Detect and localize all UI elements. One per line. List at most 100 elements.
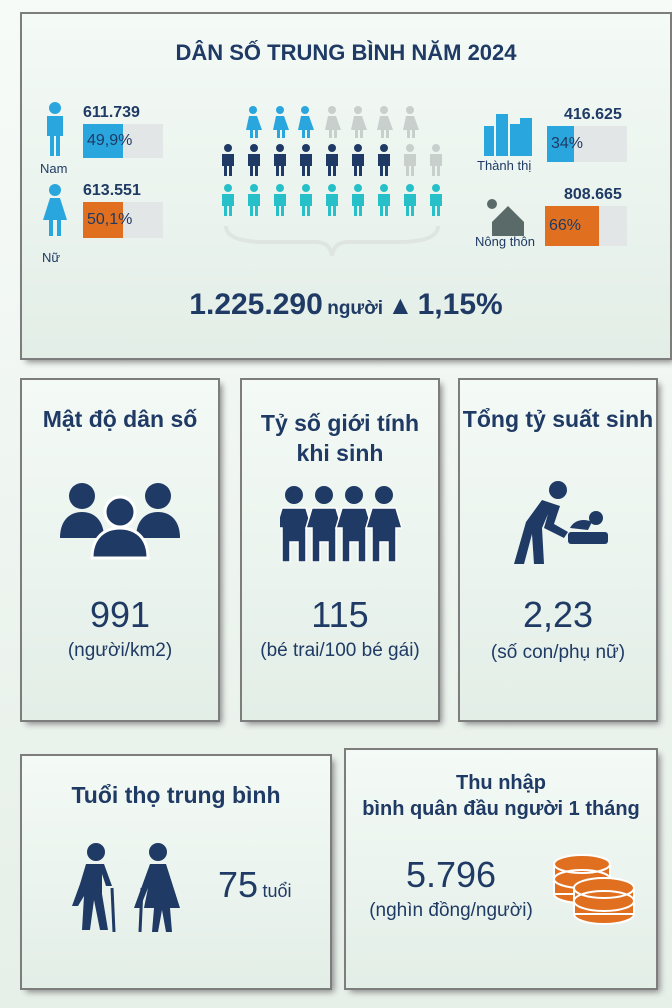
icon-part: [380, 106, 388, 114]
icon-part: [352, 154, 364, 176]
card-unit: tuổi: [262, 881, 292, 901]
icon-part: [276, 106, 284, 114]
icon-part: [315, 486, 333, 504]
icon-part: [224, 144, 232, 152]
rural-value: 808.665: [564, 186, 622, 203]
icon-part: [430, 154, 442, 176]
icon-part: [378, 154, 390, 176]
card-income: Thu nhập bình quân đầu người 1 tháng 5.7…: [346, 750, 656, 988]
icon-part: [380, 184, 388, 192]
card-value: 115: [311, 594, 369, 635]
children-icon: [280, 486, 402, 562]
icon-part: [352, 194, 364, 216]
icon-part: [248, 194, 260, 216]
icon-part: [246, 116, 262, 138]
icon-part: [354, 184, 362, 192]
icon-part: [406, 184, 414, 192]
card-value: 5.796: [405, 854, 497, 895]
card-title: khi sinh: [296, 440, 384, 466]
elderly-icon: [72, 843, 180, 932]
icon-part: [300, 154, 312, 176]
female-share: [83, 202, 124, 238]
icon-part: [276, 144, 284, 152]
icon-part: [222, 154, 234, 176]
card-title: Thu nhập: [456, 772, 546, 794]
card-unit: (nghìn đồng/người): [369, 900, 533, 921]
icon-part: [328, 184, 336, 192]
icon-part: [248, 154, 260, 176]
icon-part: [325, 116, 341, 138]
card-density: Mật độ dân số 991 (người/km2): [22, 380, 218, 720]
icon-part: [354, 144, 362, 152]
icon-part: [334, 507, 374, 562]
icon-part: [326, 154, 338, 176]
card-value: 991: [89, 594, 151, 635]
rural-bar: 66%: [545, 206, 627, 246]
rural-label: Nông thôn: [475, 234, 535, 249]
female-bar: 50,1%: [83, 202, 163, 238]
icon-part: [364, 507, 402, 562]
icon-part: [285, 486, 303, 504]
card-unit: (bé trai/100 bé gái): [260, 640, 420, 661]
icon-part: [487, 199, 497, 209]
parent-icon: [514, 481, 608, 564]
icon-part: [49, 184, 61, 196]
icon-part: [404, 194, 416, 216]
icon-part: [224, 225, 440, 257]
life-value: 75 tuổi: [218, 864, 292, 906]
rural-share-label: 66%: [549, 217, 582, 234]
icon-part: [430, 194, 442, 216]
icon-part: [328, 144, 336, 152]
urban-bar: 34%: [547, 126, 627, 162]
urban-value: 416.625: [564, 106, 622, 123]
icon-part: [432, 144, 440, 152]
icon-part: [280, 507, 314, 562]
card-title: Mật độ dân số: [42, 406, 198, 432]
icon-part: [224, 184, 232, 192]
icon-part: [510, 124, 520, 156]
icon-part: [298, 116, 314, 138]
icon-part: [432, 184, 440, 192]
male-bar: 49,9%: [83, 124, 163, 158]
card-unit: (số con/phụ nữ): [490, 642, 626, 663]
icon-part: [354, 106, 362, 114]
female-value: 613.551: [83, 182, 141, 199]
card-title: Tuổi thọ trung bình: [71, 782, 281, 808]
card-title: Tổng tỷ suất sinh: [462, 406, 654, 432]
urban-share-label: 34%: [551, 135, 584, 152]
icon-part: [304, 507, 344, 562]
female-label: Nữ: [42, 250, 61, 265]
total-unit: người: [327, 298, 383, 319]
icon-part: [404, 154, 416, 176]
icon-part: [326, 194, 338, 216]
rural-share: [545, 206, 600, 246]
card-unit: (người/km2): [67, 640, 173, 661]
icon-part: [301, 106, 309, 114]
card-value: 2,23: [522, 594, 594, 635]
card-title: bình quân đầu người 1 tháng: [362, 798, 640, 820]
population-panel: DÂN SỐ TRUNG BÌNH NĂM 2024 Nam 611.739 4…: [22, 14, 670, 358]
coins-icon: [553, 854, 635, 925]
card-life-expectancy: Tuổi thọ trung bình 75 tuổi: [22, 756, 330, 988]
icon-part: [249, 106, 257, 114]
icon-part: [274, 194, 286, 216]
icon-part: [276, 184, 284, 192]
card-sex-ratio: Tỷ số giới tính khi sinh 115 (bé trai/10…: [242, 380, 438, 720]
icon-part: [345, 486, 363, 504]
icon-part: [492, 206, 524, 236]
icon-part: [484, 126, 494, 156]
title: DÂN SỐ TRUNG BÌNH NĂM 2024: [175, 40, 517, 65]
people-icons: [43, 102, 532, 257]
icon-part: [250, 144, 258, 152]
icon-part: [520, 118, 532, 156]
male-value: 611.739: [83, 104, 140, 121]
male-share-label: 49,9%: [87, 132, 133, 149]
icon-part: [49, 102, 61, 114]
icon-part: [496, 114, 508, 156]
male-share: [83, 124, 123, 158]
icon-part: [351, 116, 367, 138]
male-label: Nam: [40, 161, 68, 176]
people-icon: [60, 483, 180, 560]
icon-part: [302, 184, 310, 192]
